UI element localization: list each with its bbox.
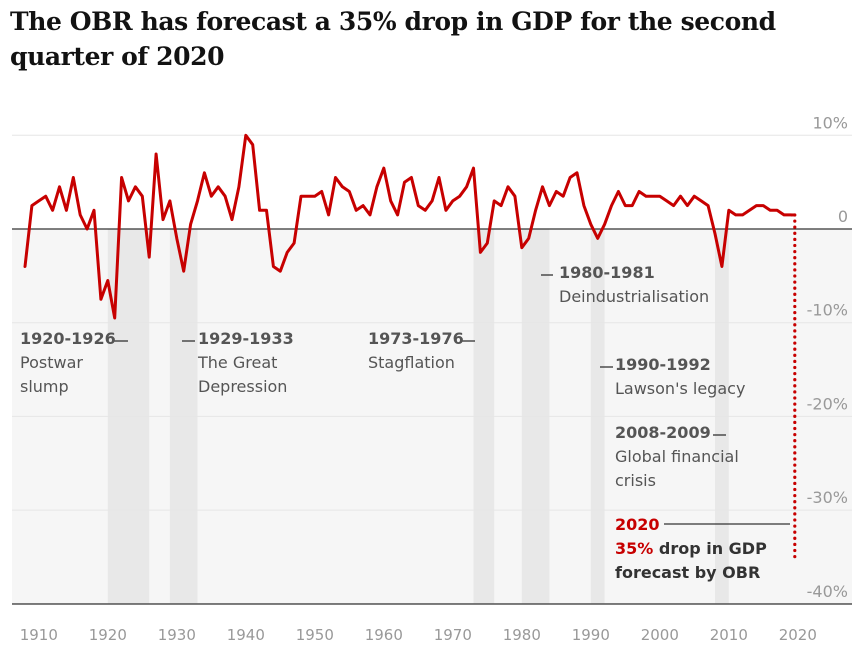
- annotation-rest: drop in GDP: [653, 539, 767, 558]
- annotation-text: Lawson's legacy: [615, 379, 745, 398]
- annotation-highlight: 35%: [615, 539, 653, 558]
- annotation-title: 1929-1933: [198, 329, 294, 348]
- gdp-series: [23, 133, 793, 320]
- annotation-text: 35% drop in GDP: [615, 539, 767, 558]
- annotation-text: The Great: [197, 353, 277, 372]
- annotation-title: 1920-1926: [20, 329, 116, 348]
- annotation-text: Global financial: [615, 447, 739, 466]
- x-tick-label: 1910: [20, 626, 58, 644]
- x-tick-label: 2010: [710, 626, 748, 644]
- chart-title: The OBR has forecast a 35% drop in GDP f…: [10, 7, 776, 71]
- y-tick-label: -20%: [807, 394, 848, 413]
- forecast-series: [790, 213, 797, 559]
- annotations: 1920-1926 Postwar slump 1929-1933 The Great D…: [20, 263, 767, 582]
- x-tick-label: 1990: [572, 626, 610, 644]
- y-tick-label: -30%: [807, 488, 848, 507]
- annotation-text: forecast by OBR: [615, 563, 760, 582]
- x-tick-label: 1980: [503, 626, 541, 644]
- annotation-connectors: [113, 274, 790, 525]
- annotation-text: Postwar: [20, 353, 83, 372]
- annotation-text: Deindustrialisation: [559, 287, 709, 306]
- x-tick-label: 1970: [434, 626, 472, 644]
- annotation-title: 2008-2009: [615, 423, 711, 442]
- x-tick-label: 1930: [158, 626, 196, 644]
- annotation-text: crisis: [615, 471, 656, 490]
- x-tick-label: 1920: [89, 626, 127, 644]
- x-tick-label: 1940: [227, 626, 265, 644]
- y-axis-labels: 10% 0 -10% -20% -30% -40%: [807, 113, 848, 601]
- gridlines: [12, 134, 852, 605]
- annotation-title: 1973-1976: [368, 329, 464, 348]
- y-tick-label: 0: [838, 207, 848, 226]
- annotation-title: 2020: [615, 515, 660, 534]
- annotation-text: Depression: [198, 377, 287, 396]
- gdp-line: [23, 133, 793, 320]
- annotation-title: 1990-1992: [615, 355, 711, 374]
- x-axis-labels: 1910 1920 1930 1940 1950 1960 1970 1980 1990 2000…: [20, 626, 817, 644]
- x-tick-label: 2000: [641, 626, 679, 644]
- y-tick-label: 10%: [812, 113, 848, 132]
- x-tick-label: 2020: [779, 626, 817, 644]
- x-tick-label: 1960: [365, 626, 403, 644]
- annotation-title: 1980-1981: [559, 263, 655, 282]
- annotation-text: slump: [20, 377, 69, 396]
- x-tick-label: 1950: [296, 626, 334, 644]
- annotation-text: Stagflation: [368, 353, 455, 372]
- y-tick-label: -10%: [807, 301, 848, 320]
- y-tick-label: -40%: [807, 582, 848, 601]
